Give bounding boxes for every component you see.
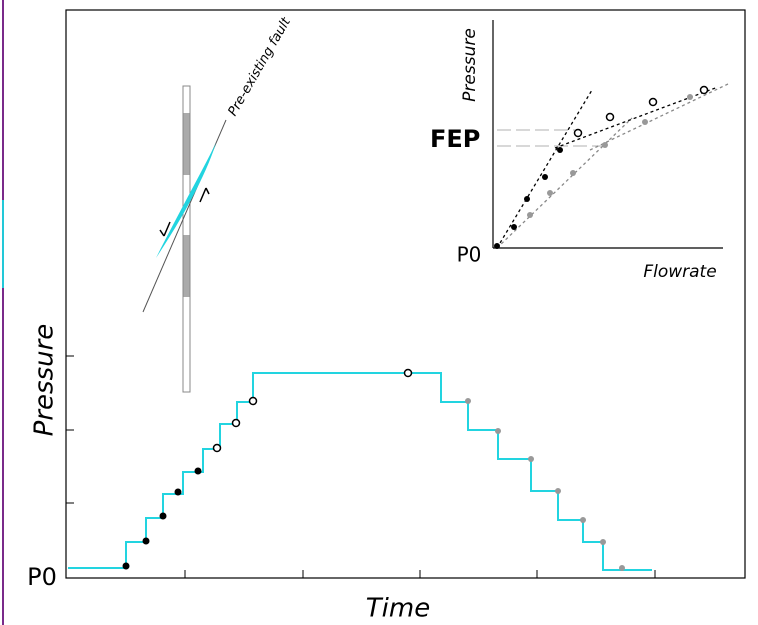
fault-slip-lens bbox=[156, 143, 216, 258]
inset-x-label: Flowrate bbox=[643, 262, 716, 282]
fep-guides bbox=[497, 129, 605, 147]
ticks bbox=[66, 355, 656, 578]
inset-points bbox=[494, 85, 709, 249]
y-axis-label: Pressure bbox=[30, 324, 60, 437]
step-points bbox=[122, 368, 625, 571]
main-frame bbox=[65, 9, 746, 579]
inset-origin-label: P0 bbox=[457, 243, 482, 267]
packer-interval bbox=[183, 113, 190, 175]
slip-arrow bbox=[159, 221, 171, 237]
origin-label: P0 bbox=[27, 563, 57, 591]
fep-label: FEP bbox=[430, 125, 480, 153]
inset-y-label: Pressure bbox=[460, 28, 480, 102]
packer-interval bbox=[183, 235, 190, 297]
slip-arrow bbox=[199, 187, 210, 203]
x-axis-label: Time bbox=[366, 594, 430, 624]
